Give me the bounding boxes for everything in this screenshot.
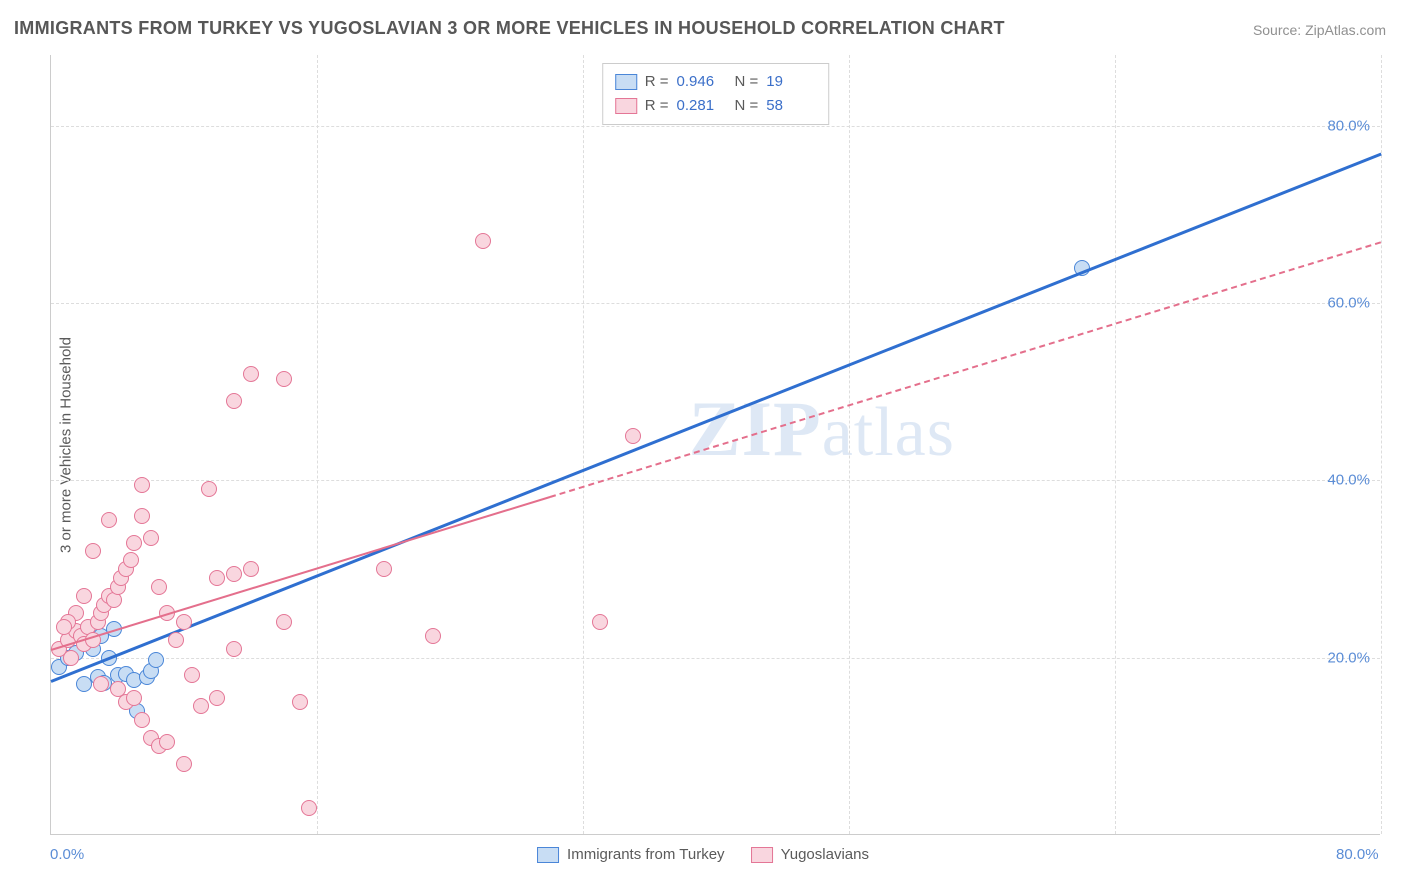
scatter-point: [168, 632, 184, 648]
legend-r-label: R =: [645, 94, 669, 118]
scatter-point: [126, 535, 142, 551]
regression-line: [549, 241, 1381, 498]
legend-n-value: 58: [766, 94, 816, 118]
legend-swatch: [537, 847, 559, 863]
scatter-point: [301, 800, 317, 816]
scatter-point: [134, 712, 150, 728]
scatter-point: [101, 512, 117, 528]
scatter-point: [201, 481, 217, 497]
legend-series-label: Immigrants from Turkey: [567, 846, 725, 863]
gridline-v: [583, 55, 584, 834]
scatter-point: [209, 570, 225, 586]
gridline-v: [1115, 55, 1116, 834]
scatter-point: [63, 650, 79, 666]
legend-n-value: 19: [766, 70, 816, 94]
scatter-point: [276, 371, 292, 387]
scatter-point: [123, 552, 139, 568]
scatter-point: [625, 428, 641, 444]
scatter-point: [226, 566, 242, 582]
scatter-point: [243, 561, 259, 577]
x-tick-0: 0.0%: [50, 846, 84, 863]
scatter-point: [184, 667, 200, 683]
legend-swatch: [751, 847, 773, 863]
y-tick-label: 20.0%: [1327, 649, 1370, 666]
scatter-point: [143, 530, 159, 546]
legend-series-item: Immigrants from Turkey: [537, 846, 725, 863]
scatter-point: [151, 579, 167, 595]
legend-swatch: [615, 74, 637, 90]
gridline-h: [51, 658, 1380, 659]
scatter-point: [176, 614, 192, 630]
watermark: ZIPatlas: [689, 384, 955, 474]
source-label: Source: ZipAtlas.com: [1253, 22, 1386, 38]
legend-series: Immigrants from Turkey Yugoslavians: [537, 846, 869, 863]
legend-r-value: 0.281: [677, 94, 727, 118]
x-tick-80: 80.0%: [1336, 846, 1379, 863]
y-tick-label: 80.0%: [1327, 117, 1370, 134]
legend-row: R = 0.946 N = 19: [615, 70, 817, 94]
scatter-point: [159, 734, 175, 750]
legend-n-label: N =: [735, 94, 759, 118]
scatter-point: [226, 393, 242, 409]
scatter-point: [106, 592, 122, 608]
chart-title: IMMIGRANTS FROM TURKEY VS YUGOSLAVIAN 3 …: [14, 18, 1005, 39]
scatter-point: [292, 694, 308, 710]
legend-row: R = 0.281 N = 58: [615, 94, 817, 118]
scatter-point: [243, 366, 259, 382]
gridline-h: [51, 480, 1380, 481]
legend-r-value: 0.946: [677, 70, 727, 94]
y-tick-label: 60.0%: [1327, 295, 1370, 312]
scatter-point: [134, 508, 150, 524]
scatter-point: [209, 690, 225, 706]
scatter-point: [475, 233, 491, 249]
legend-correlation: R = 0.946 N = 19 R = 0.281 N = 58: [602, 63, 830, 125]
legend-series-label: Yugoslavians: [781, 846, 869, 863]
scatter-point: [176, 756, 192, 772]
plot-area: 3 or more Vehicles in Household ZIPatlas…: [50, 55, 1380, 835]
y-axis-label: 3 or more Vehicles in Household: [58, 337, 75, 553]
scatter-point: [148, 652, 164, 668]
scatter-point: [85, 543, 101, 559]
gridline-h: [51, 126, 1380, 127]
legend-r-label: R =: [645, 70, 669, 94]
y-tick-label: 40.0%: [1327, 472, 1370, 489]
scatter-point: [76, 588, 92, 604]
scatter-point: [93, 676, 109, 692]
scatter-point: [276, 614, 292, 630]
gridline-v: [317, 55, 318, 834]
scatter-point: [226, 641, 242, 657]
regression-line: [50, 153, 1381, 683]
legend-n-label: N =: [735, 70, 759, 94]
scatter-point: [126, 690, 142, 706]
scatter-point: [56, 619, 72, 635]
scatter-point: [193, 698, 209, 714]
legend-series-item: Yugoslavians: [751, 846, 869, 863]
scatter-point: [134, 477, 150, 493]
scatter-point: [592, 614, 608, 630]
scatter-point: [376, 561, 392, 577]
legend-swatch: [615, 98, 637, 114]
gridline-v: [849, 55, 850, 834]
gridline-v: [1381, 55, 1382, 834]
scatter-point: [425, 628, 441, 644]
